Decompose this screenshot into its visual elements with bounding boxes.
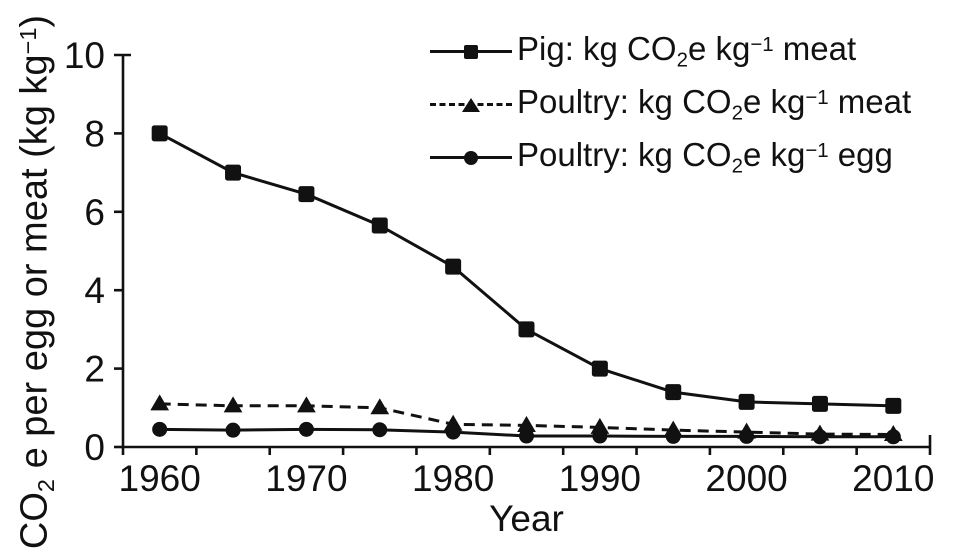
- circle-marker: [665, 428, 681, 444]
- legend-subscript: 2: [731, 154, 743, 178]
- legend-subscript: 2: [676, 48, 688, 72]
- circle-marker: [739, 428, 755, 444]
- legend-text: meat: [828, 83, 912, 121]
- square-marker: [151, 125, 168, 142]
- x-axis-title: Year: [489, 498, 564, 539]
- legend-text: e kg: [742, 83, 806, 121]
- x-tick-label: 2010: [852, 458, 934, 499]
- x-tick-label: 2000: [705, 458, 787, 499]
- legend-item-pig-meat: Pig: kg CO2e kg−1 meat: [430, 30, 911, 73]
- legend-label-poultry-meat: Poultry: kg CO2e kg−1 meat: [517, 83, 911, 126]
- legend-superscript: −1: [805, 86, 829, 110]
- y-axis-title-subscript: 2: [33, 478, 60, 493]
- triangle-marker-icon: [462, 97, 480, 112]
- y-axis-title-mid: e per egg or meat (kg kg: [13, 54, 56, 479]
- poultry-meat-line-sample: [430, 84, 512, 125]
- circle-marker-icon: [464, 150, 478, 165]
- square-marker: [298, 186, 315, 203]
- legend-text: e kg: [687, 30, 751, 68]
- legend-item-poultry-egg: Poultry: kg CO2e kg−1 egg: [430, 136, 911, 179]
- pig-line-sample: [430, 31, 512, 72]
- circle-marker: [445, 424, 461, 440]
- series-square: [151, 125, 902, 414]
- triangle-marker: [370, 398, 390, 415]
- legend-text: e kg: [742, 136, 806, 174]
- circle-marker: [812, 429, 828, 445]
- square-marker: [518, 321, 535, 338]
- y-axis-title-text: CO: [13, 492, 56, 548]
- y-axis-title-superscript: −1: [15, 27, 41, 55]
- x-tick-label: 1970: [265, 458, 347, 499]
- x-tick-label: 1980: [412, 458, 494, 499]
- square-marker: [738, 393, 755, 410]
- circle-marker: [152, 421, 168, 437]
- legend-text: meat: [773, 30, 857, 68]
- square-marker: [811, 395, 828, 412]
- circle-marker: [592, 428, 608, 444]
- square-marker: [591, 360, 608, 377]
- legend-label-pig-meat: Pig: kg CO2e kg−1 meat: [517, 30, 856, 73]
- triangle-marker: [223, 396, 243, 413]
- legend-superscript: −1: [750, 33, 774, 57]
- legend-item-poultry-meat: Poultry: kg CO2e kg−1 meat: [430, 83, 911, 126]
- legend-superscript: −1: [805, 139, 829, 163]
- legend-text: Pig: kg CO: [517, 30, 677, 68]
- circle-marker: [225, 422, 241, 438]
- y-tick-label: 4: [84, 270, 105, 311]
- x-tick-label: 1960: [119, 458, 201, 499]
- y-tick-label: 10: [64, 35, 105, 76]
- square-marker: [225, 164, 242, 181]
- legend: Pig: kg CO2e kg−1 meat Poultry: kg CO2e …: [430, 30, 911, 179]
- y-axis-title: CO2 e per egg or meat (kg kg−1): [4, 2, 60, 548]
- square-marker: [665, 384, 682, 401]
- circle-marker: [519, 428, 534, 444]
- legend-text: egg: [828, 136, 893, 174]
- x-tick-label: 1990: [559, 458, 641, 499]
- y-tick-label: 0: [84, 427, 105, 468]
- square-marker: [371, 217, 388, 234]
- legend-label-poultry-egg: Poultry: kg CO2e kg−1 egg: [517, 136, 893, 179]
- circle-marker: [372, 422, 388, 438]
- triangle-marker: [150, 394, 170, 411]
- square-marker: [445, 258, 462, 275]
- circle-marker: [298, 421, 314, 437]
- square-marker: [885, 397, 902, 414]
- y-axis-title-end: ): [13, 14, 56, 28]
- circle-marker: [885, 429, 901, 445]
- legend-subscript: 2: [731, 101, 743, 125]
- square-marker-icon: [464, 44, 478, 59]
- axes: [114, 53, 932, 455]
- legend-text: Poultry: kg CO: [517, 136, 732, 174]
- y-tick-label: 6: [84, 192, 105, 233]
- y-tick-label: 8: [84, 113, 105, 154]
- poultry-egg-line-sample: [430, 137, 512, 178]
- triangle-marker: [297, 396, 316, 413]
- legend-text: Poultry: kg CO: [517, 83, 732, 121]
- y-tick-label: 2: [84, 349, 105, 390]
- series-circle: [152, 421, 901, 445]
- tick-labels: 0 2 4 6 8 10 1960 1970 1980 1990 2000 2010: [64, 35, 935, 499]
